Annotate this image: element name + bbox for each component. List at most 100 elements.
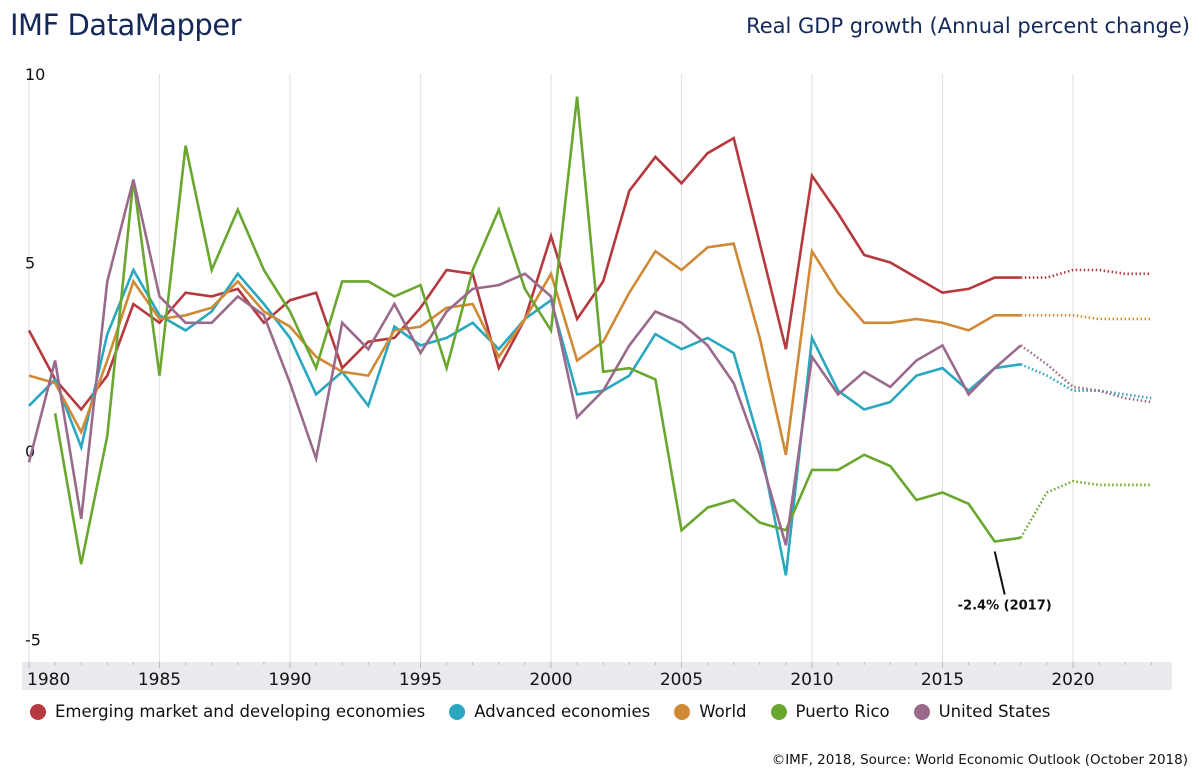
data-point[interactable] xyxy=(419,306,423,310)
data-point[interactable] xyxy=(601,389,605,393)
data-point[interactable] xyxy=(680,321,684,325)
data-point[interactable] xyxy=(1071,313,1075,317)
data-point[interactable] xyxy=(914,276,918,280)
data-point[interactable] xyxy=(836,392,840,396)
legend-item[interactable]: Puerto Rico xyxy=(770,702,890,721)
data-point[interactable] xyxy=(575,415,579,419)
data-point[interactable] xyxy=(471,287,475,291)
data-point[interactable] xyxy=(1019,343,1023,347)
data-point[interactable] xyxy=(314,392,318,396)
data-point[interactable] xyxy=(862,321,866,325)
data-point[interactable] xyxy=(1097,389,1101,393)
data-point[interactable] xyxy=(210,310,214,314)
series-line-projection[interactable] xyxy=(1020,344,1152,404)
data-point[interactable] xyxy=(653,332,657,336)
data-point[interactable] xyxy=(184,144,188,148)
data-point[interactable] xyxy=(27,460,31,464)
data-point[interactable] xyxy=(392,302,396,306)
data-point[interactable] xyxy=(1149,483,1153,487)
data-point[interactable] xyxy=(1019,362,1023,366)
data-point[interactable] xyxy=(497,355,501,359)
data-point[interactable] xyxy=(627,189,631,193)
series-line-projection[interactable] xyxy=(1020,314,1152,321)
data-point[interactable] xyxy=(1097,268,1101,272)
data-point[interactable] xyxy=(523,287,527,291)
data-point[interactable] xyxy=(810,355,814,359)
data-point[interactable] xyxy=(601,279,605,283)
data-point[interactable] xyxy=(366,374,370,378)
data-point[interactable] xyxy=(1123,392,1127,396)
data-point[interactable] xyxy=(236,272,240,276)
data-point[interactable] xyxy=(366,340,370,344)
data-point[interactable] xyxy=(105,434,109,438)
data-point[interactable] xyxy=(262,302,266,306)
data-point[interactable] xyxy=(523,317,527,321)
data-point[interactable] xyxy=(575,359,579,363)
data-point[interactable] xyxy=(314,355,318,359)
data-point[interactable] xyxy=(888,385,892,389)
data-point[interactable] xyxy=(158,317,162,321)
series-line-actual[interactable] xyxy=(27,179,1022,546)
legend-item[interactable]: World xyxy=(674,702,747,721)
data-point[interactable] xyxy=(53,359,57,363)
data-point[interactable] xyxy=(497,366,501,370)
data-point[interactable] xyxy=(888,321,892,325)
data-point[interactable] xyxy=(941,291,945,295)
data-point[interactable] xyxy=(314,457,318,461)
data-point[interactable] xyxy=(79,408,83,412)
data-point[interactable] xyxy=(445,336,449,340)
data-point[interactable] xyxy=(288,310,292,314)
data-point[interactable] xyxy=(471,321,475,325)
data-point[interactable] xyxy=(340,321,344,325)
data-point[interactable] xyxy=(288,325,292,329)
data-point[interactable] xyxy=(941,366,945,370)
data-point[interactable] xyxy=(445,310,449,314)
data-point[interactable] xyxy=(836,468,840,472)
data-point[interactable] xyxy=(1123,272,1127,276)
data-point[interactable] xyxy=(79,445,83,449)
series-puerto-rico[interactable] xyxy=(53,95,1153,566)
data-point[interactable] xyxy=(210,321,214,325)
data-point[interactable] xyxy=(732,136,736,140)
data-point[interactable] xyxy=(993,539,997,543)
data-point[interactable] xyxy=(575,392,579,396)
data-point[interactable] xyxy=(758,336,762,340)
data-point[interactable] xyxy=(784,453,788,457)
legend-item[interactable]: Emerging market and developing economies xyxy=(30,702,425,721)
data-point[interactable] xyxy=(914,359,918,363)
data-point[interactable] xyxy=(288,381,292,385)
data-point[interactable] xyxy=(1045,313,1049,317)
data-point[interactable] xyxy=(732,351,736,355)
data-point[interactable] xyxy=(758,521,762,525)
series-emerging-market-and-developing-economies[interactable] xyxy=(27,136,1153,412)
data-point[interactable] xyxy=(392,328,396,332)
data-point[interactable] xyxy=(210,268,214,272)
data-point[interactable] xyxy=(79,430,83,434)
data-point[interactable] xyxy=(653,155,657,159)
data-point[interactable] xyxy=(601,340,605,344)
data-point[interactable] xyxy=(184,321,188,325)
data-point[interactable] xyxy=(941,490,945,494)
data-point[interactable] xyxy=(184,313,188,317)
data-point[interactable] xyxy=(810,336,814,340)
data-point[interactable] xyxy=(158,294,162,298)
data-point[interactable] xyxy=(1097,483,1101,487)
data-point[interactable] xyxy=(392,336,396,340)
data-point[interactable] xyxy=(1149,400,1153,404)
data-point[interactable] xyxy=(340,370,344,374)
data-point[interactable] xyxy=(27,328,31,332)
data-point[interactable] xyxy=(732,381,736,385)
series-line-actual[interactable] xyxy=(53,96,1021,565)
data-point[interactable] xyxy=(1071,268,1075,272)
data-point[interactable] xyxy=(627,291,631,295)
data-point[interactable] xyxy=(1149,396,1153,400)
data-point[interactable] xyxy=(366,404,370,408)
series-line-actual[interactable] xyxy=(28,242,1021,456)
data-point[interactable] xyxy=(653,310,657,314)
data-point[interactable] xyxy=(784,543,788,547)
data-point[interactable] xyxy=(706,343,710,347)
data-point[interactable] xyxy=(105,279,109,283)
data-point[interactable] xyxy=(993,366,997,370)
data-point[interactable] xyxy=(497,208,501,212)
data-point[interactable] xyxy=(340,279,344,283)
